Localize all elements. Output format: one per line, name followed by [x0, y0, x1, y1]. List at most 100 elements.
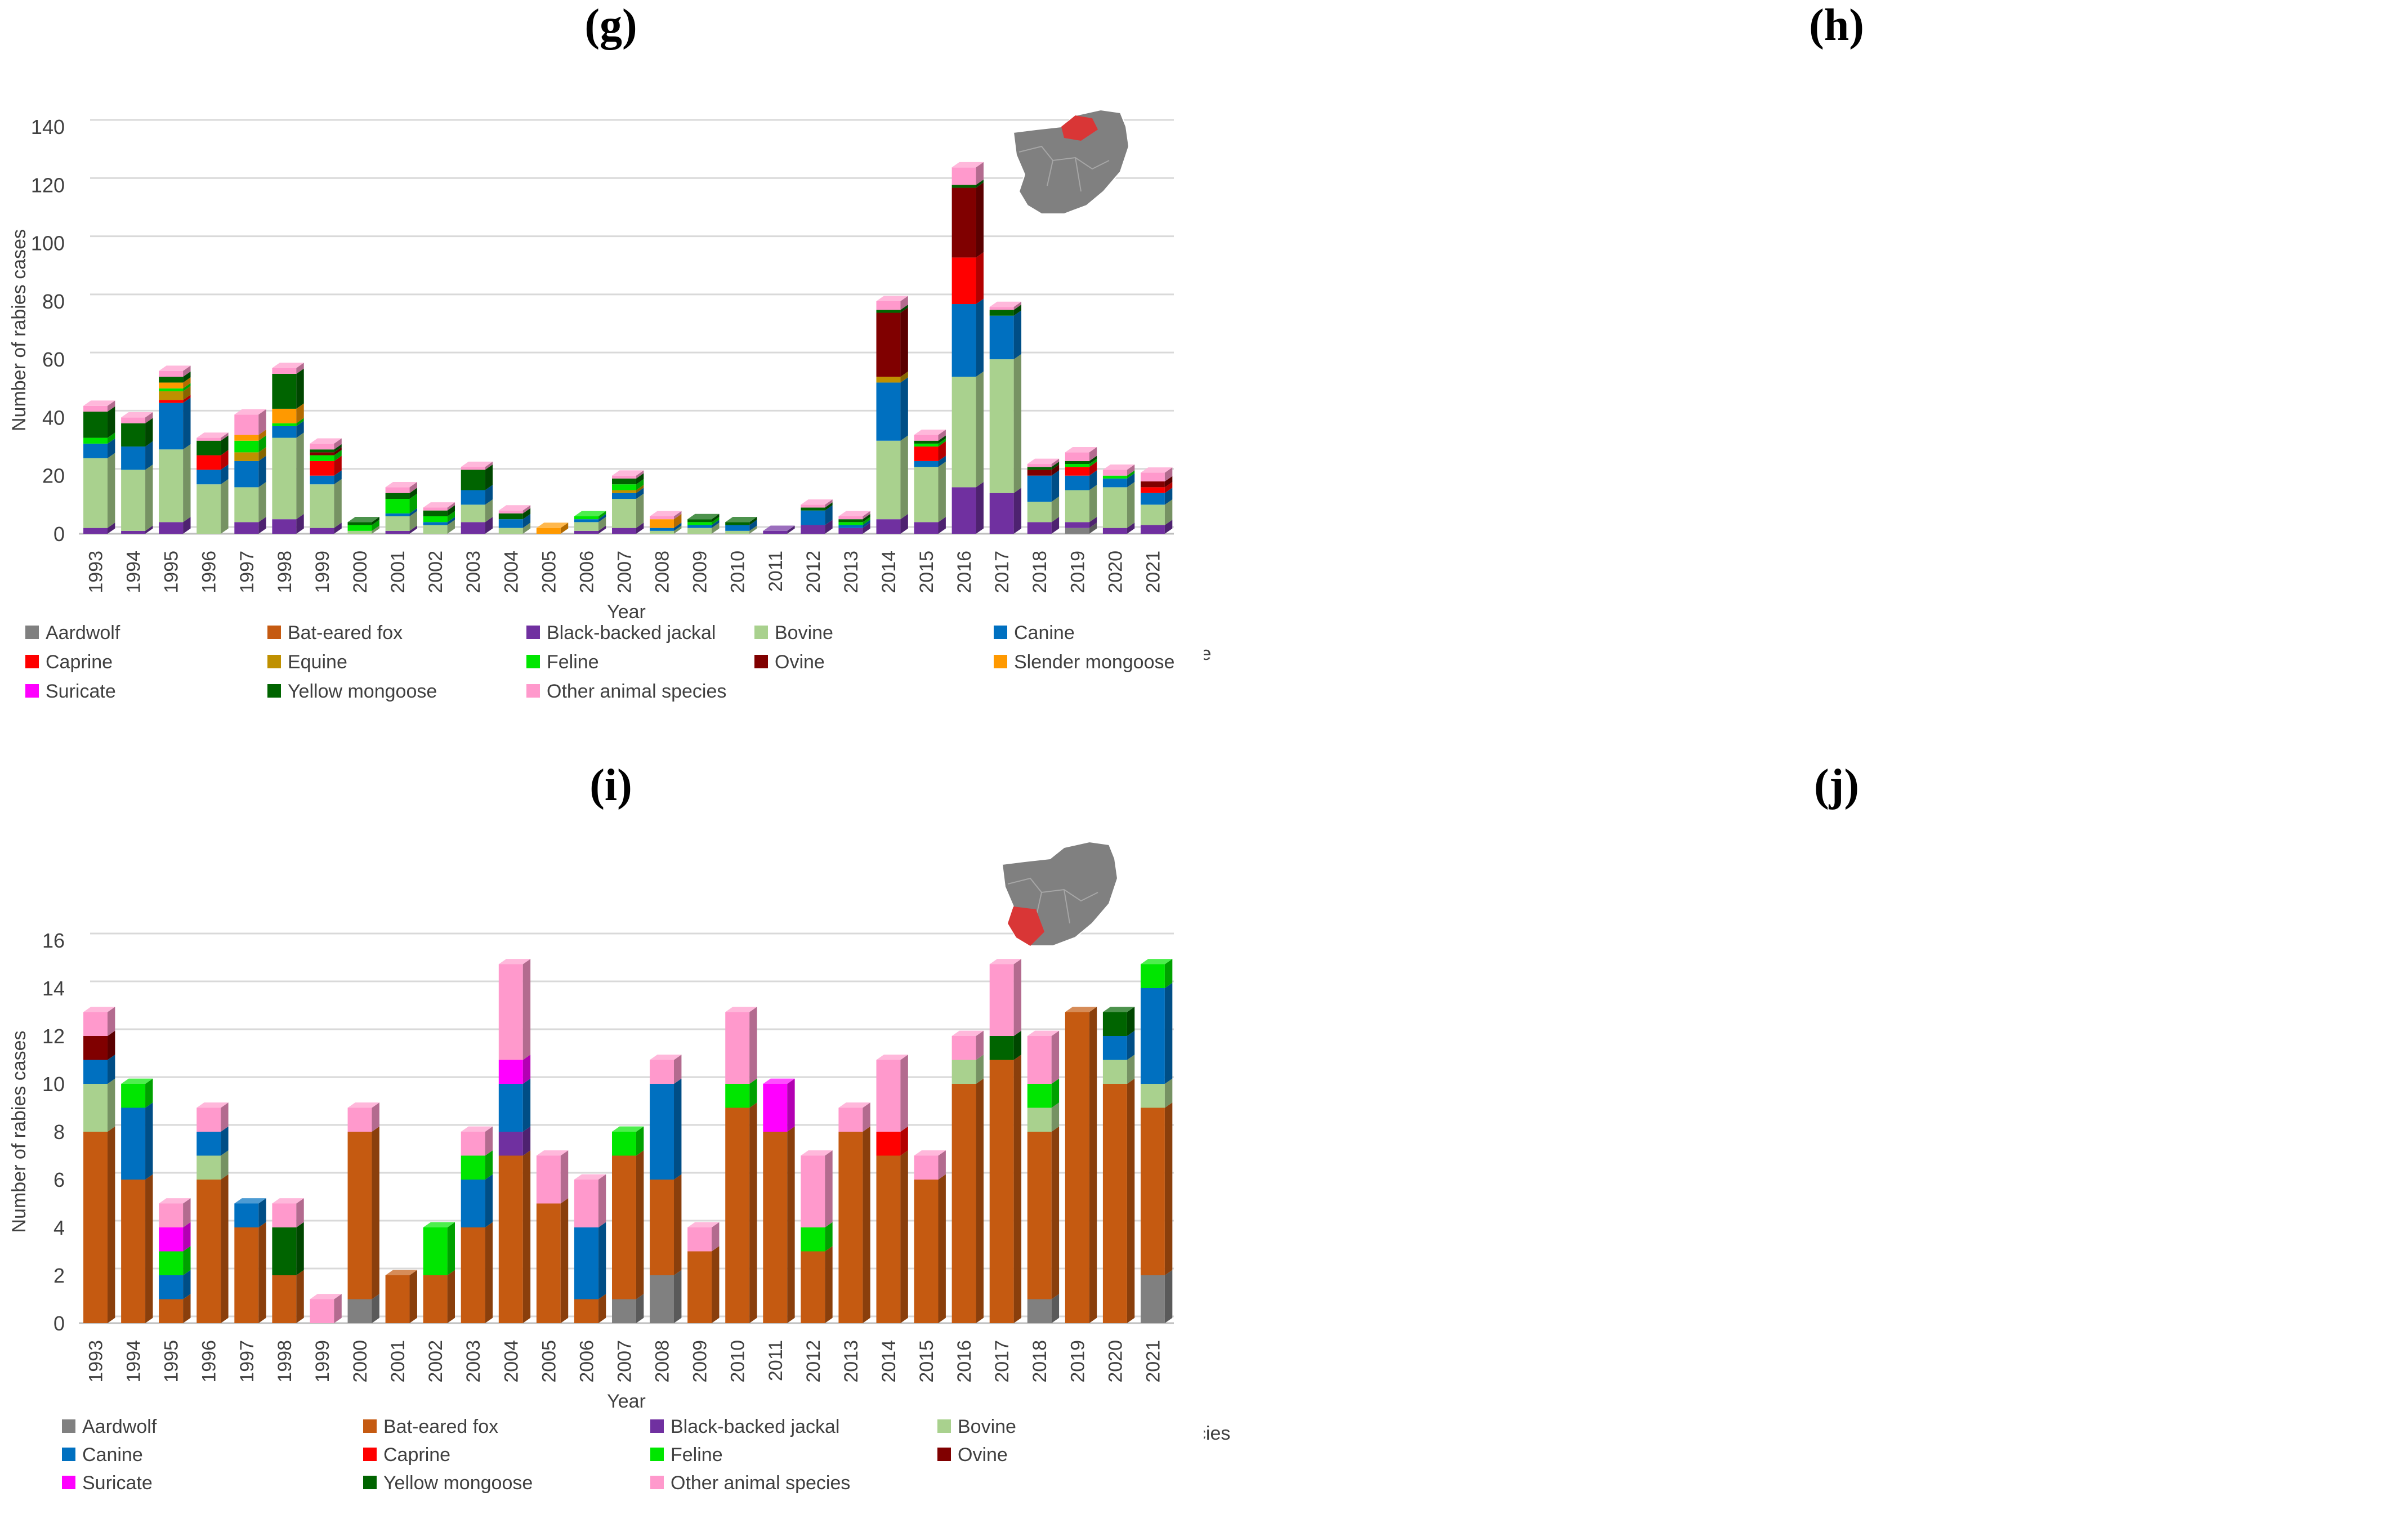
legend-label: Black-backed jackal [547, 622, 716, 644]
south-africa-map [1012, 109, 1130, 215]
bar-segment [461, 467, 485, 470]
bar-segment-side [296, 432, 304, 520]
bar-segment-side [1051, 464, 1060, 476]
bar-segment [234, 487, 259, 522]
bar-segment-side [183, 1222, 191, 1252]
bar-top [725, 516, 757, 522]
legend-swatch [650, 1476, 664, 1489]
chart-i: 0 2 4 6 8 10 12 14 16 Number of rabies cases 1993 1… [0, 756, 1204, 1511]
bar-segment [650, 1180, 674, 1275]
bar-segment-side [107, 1078, 115, 1132]
bar-segment [385, 493, 410, 499]
y-tick-label: 140 [31, 115, 65, 139]
bar-segment-side [183, 365, 191, 377]
bar-segment-side [900, 296, 908, 310]
bar-top [951, 1030, 984, 1036]
legend-label: Caprine [383, 1444, 450, 1466]
bar-segment-side [183, 377, 191, 388]
bar-segment [687, 519, 712, 522]
bar-segment [121, 1180, 146, 1323]
bar-segment-side [1089, 458, 1097, 467]
bar-segment [1027, 522, 1052, 534]
bar-top [347, 516, 379, 522]
bar-segment [423, 522, 448, 525]
bar-segment-side [1164, 520, 1173, 534]
bar-segment [1065, 461, 1089, 465]
bar-top [687, 513, 720, 520]
bar-segment [1102, 478, 1127, 488]
bar-top [121, 1078, 153, 1084]
bar-segment [612, 528, 636, 534]
bar-top [1102, 464, 1135, 470]
x-tick-label: 2015 [916, 1340, 937, 1383]
legend-swatch [267, 684, 281, 698]
bar-segment [423, 1275, 448, 1323]
bar-segment [1140, 1275, 1165, 1323]
bar-segment-side [900, 1055, 908, 1132]
bar-segment [687, 522, 712, 525]
bar-segment-side [674, 511, 682, 520]
panel-label-h: (h) [1809, 1, 1864, 50]
legend-label: Yellow mongoose [288, 681, 437, 702]
bar-segment [574, 1180, 598, 1227]
bar-segment [612, 1155, 636, 1299]
bar-segment [1102, 1084, 1127, 1323]
bar-segment [196, 470, 221, 485]
legend-label: Slender mongoose [1014, 651, 1174, 673]
y-tick-label: 8 [53, 1120, 65, 1144]
bar-top [423, 502, 455, 508]
bar-top [1065, 1007, 1097, 1012]
bar-segment-side [938, 455, 946, 467]
bar-segment-side [598, 1222, 606, 1299]
bar-segment-side [674, 522, 682, 531]
bar-segment-side [221, 450, 229, 470]
bar-segment-side [674, 525, 682, 534]
bar-top [272, 363, 304, 368]
bar-segment-side [183, 1198, 191, 1227]
bar-segment [159, 449, 184, 522]
bar-segment-side [409, 488, 417, 499]
bar-segment-side [1051, 1102, 1060, 1132]
legend-label: Other animal species [547, 681, 726, 702]
bar-segment [876, 310, 901, 313]
x-tick-label: 2006 [576, 551, 597, 593]
bar-segment-side [1051, 1030, 1060, 1084]
x-tick-label: 1998 [274, 1340, 296, 1383]
bar-segment [1140, 964, 1165, 988]
bar-top [159, 1198, 191, 1204]
x-tick-label: 2012 [803, 1340, 824, 1383]
bar-segment-side [938, 516, 946, 534]
bar-segment [1140, 525, 1165, 534]
bar-segment [838, 519, 863, 522]
bar-segment-side [258, 409, 266, 435]
bar-segment [1102, 528, 1127, 534]
bar-segment [83, 1012, 108, 1036]
bar-segment [234, 435, 259, 441]
bar-segment [83, 1084, 108, 1132]
bar-segment-side [900, 307, 908, 377]
bar-top [385, 1270, 417, 1275]
bar-segment [951, 167, 976, 185]
y-tick-label: 14 [42, 977, 65, 1000]
bar-segment-side [183, 516, 191, 534]
bar-top [650, 1055, 682, 1060]
legend-swatch [650, 1448, 664, 1461]
legend-label: Feline [671, 1444, 723, 1466]
bar-segment-side [485, 1174, 493, 1227]
bar-segment-side [334, 455, 342, 476]
bar-segment [687, 528, 712, 534]
x-tick-label: 2000 [350, 1340, 371, 1383]
bar-segment-side [296, 403, 304, 423]
bar-segment-side [107, 400, 115, 412]
bar-segment [876, 301, 901, 310]
bar-segment [914, 446, 939, 461]
bar-segment-side [221, 1174, 229, 1323]
bar-segment-side [938, 461, 946, 522]
bar-top [461, 1126, 493, 1132]
bar-segment-side [522, 508, 531, 520]
y-tick-label: 120 [31, 173, 65, 196]
x-tick-label: 2003 [463, 1340, 484, 1383]
bar-segment-side [372, 520, 379, 531]
bar-segment [498, 528, 523, 534]
x-tick-label: 2004 [501, 551, 522, 593]
